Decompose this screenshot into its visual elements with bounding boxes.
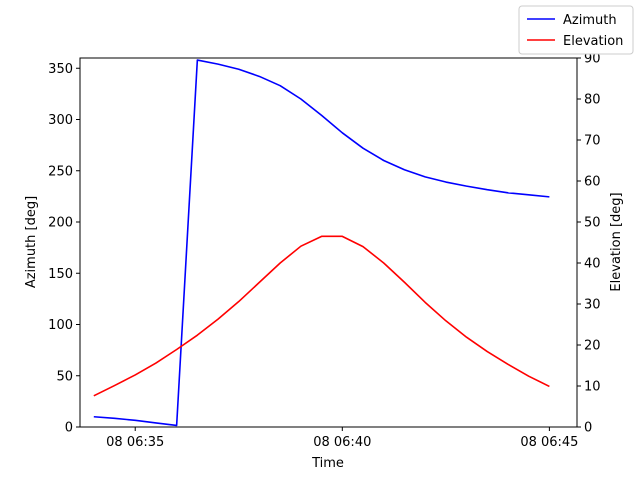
y-tick-label-right: 10 <box>584 380 601 395</box>
legend: Azimuth Elevation <box>518 5 634 55</box>
plot-frame <box>79 57 578 428</box>
y-axis-label-right: Elevation [deg] <box>609 192 624 291</box>
y-tick-label-right: 60 <box>584 175 601 190</box>
y-tick-label-left: 250 <box>48 164 73 179</box>
y-tick-label-right: 20 <box>584 339 601 354</box>
y-tick-label-left: 300 <box>48 113 73 128</box>
plot-area <box>80 58 577 427</box>
x-axis-label: Time <box>311 456 344 471</box>
plot-background <box>80 58 577 427</box>
y-tick-label-left: 200 <box>48 216 73 231</box>
axes: 0 50 100 150 200 250 300 350 0 10 20 30 40 50 60 70 80 90… <box>48 52 600 451</box>
y-tick-label-right: 0 <box>584 421 592 436</box>
y-tick-label-left: 0 <box>65 421 73 436</box>
y-axis-label-left: Azimuth [deg] <box>24 196 39 288</box>
x-tick-label: 08 06:35 <box>106 435 164 450</box>
y-tick-label-left: 100 <box>48 318 73 333</box>
y-tick-label-right: 40 <box>584 257 601 272</box>
y-tick-label-right: 50 <box>584 216 601 231</box>
y-tick-label-right: 90 <box>584 52 601 67</box>
x-tick-label: 08 06:45 <box>520 435 578 450</box>
y-tick-label-left: 50 <box>56 369 73 384</box>
legend-label-azimuth: Azimuth <box>563 13 617 28</box>
y-tick-label-right: 80 <box>584 93 601 108</box>
y-tick-label-left: 350 <box>48 62 73 77</box>
y-tick-label-right: 30 <box>584 298 601 313</box>
legend-label-elevation: Elevation <box>563 34 623 49</box>
x-tick-label: 08 06:40 <box>313 435 371 450</box>
y-tick-label-right: 70 <box>584 134 601 149</box>
y-tick-label-left: 150 <box>48 267 73 282</box>
series-group <box>93 59 550 427</box>
legend-box <box>518 5 634 55</box>
